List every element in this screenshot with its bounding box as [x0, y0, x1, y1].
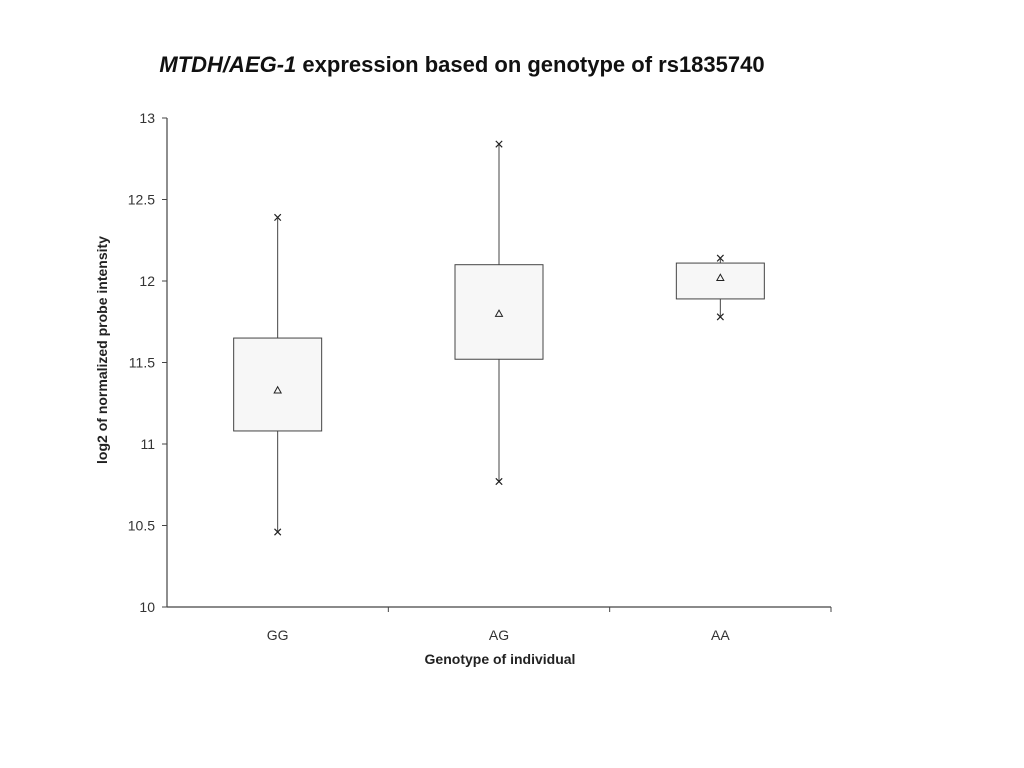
max-marker [716, 254, 724, 262]
min-marker [495, 477, 503, 486]
mean-marker [273, 385, 283, 394]
iqr-box [454, 264, 544, 360]
x-tick-label: AG [489, 627, 509, 643]
y-tick-label: 12.5 [128, 192, 155, 208]
box-ag [454, 140, 544, 486]
chart-title: MTDH/AEG-1 expression based on genotype … [0, 52, 924, 78]
y-tick-label: 10 [139, 599, 155, 615]
x-axis: GG AG AA [167, 606, 832, 643]
chart-title-rest: expression based on genotype of rs183574… [296, 52, 765, 77]
max-marker [495, 140, 503, 148]
y-tick-label: 12 [139, 273, 155, 289]
y-tick-label: 13 [139, 110, 155, 126]
box-aa [675, 254, 765, 321]
min-marker [274, 528, 282, 536]
x-tick-label: GG [267, 627, 289, 643]
box-series [233, 140, 765, 536]
mean-marker [494, 309, 504, 317]
mean-marker [715, 273, 725, 282]
y-tick-label: 11 [140, 436, 155, 452]
chart-title-gene: MTDH/AEG-1 [159, 52, 297, 77]
y-axis: 10 10.5 11 11.5 12 12.5 13 [128, 110, 168, 615]
min-marker [716, 313, 724, 321]
box-gg [233, 213, 323, 536]
iqr-box [233, 337, 323, 432]
x-tick-label: AA [711, 627, 730, 643]
x-axis-title: Genotype of individual [425, 651, 576, 667]
y-tick-label: 11.5 [129, 355, 155, 371]
max-marker [274, 213, 282, 222]
y-axis-title: log2 of normalized probe intensity [94, 236, 110, 464]
y-tick-label: 10.5 [128, 518, 155, 534]
